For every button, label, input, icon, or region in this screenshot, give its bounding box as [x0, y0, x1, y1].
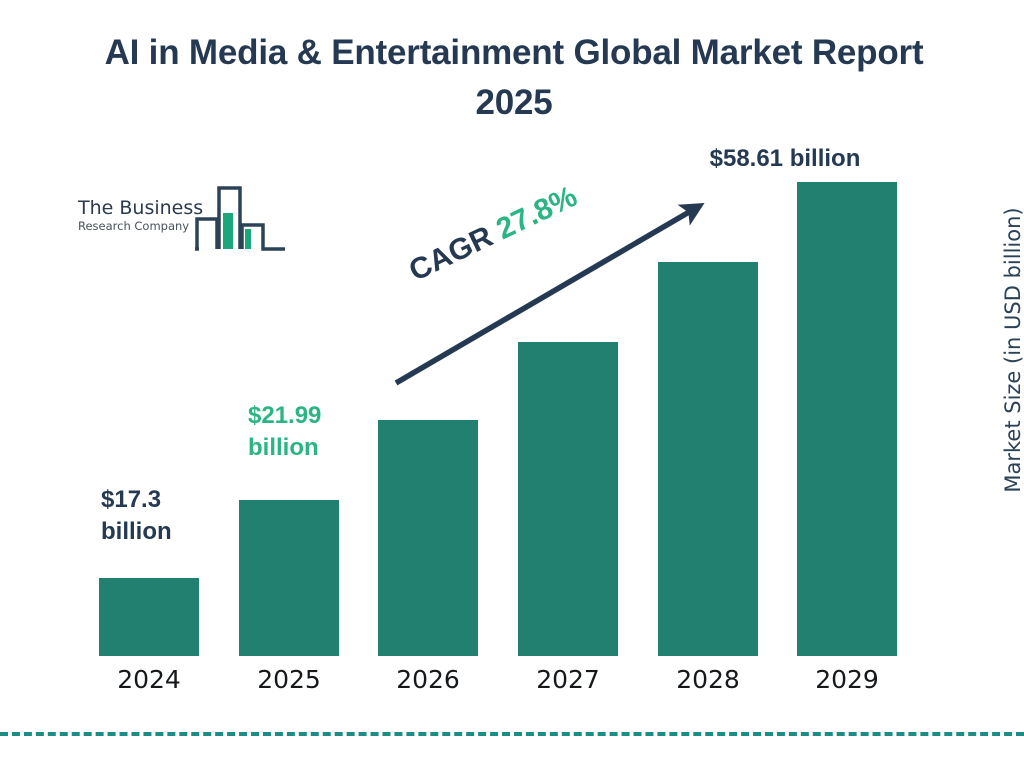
- bar-2026: [378, 420, 478, 656]
- xtick-2029: 2029: [815, 665, 879, 694]
- value-callout-2025-line2: billion: [248, 434, 319, 462]
- xtick-2025: 2025: [257, 665, 321, 694]
- xtick-2028: 2028: [676, 665, 740, 694]
- value-callout-2029-line1: $58.61 billion: [709, 145, 861, 172]
- value-callout-2025: $21.99 billion: [248, 400, 321, 465]
- value-callout-2029: $58.61 billion: [640, 143, 930, 175]
- bar-2025: [239, 500, 339, 656]
- xtick-2026: 2026: [396, 665, 460, 694]
- value-callout-2024-line2: billion: [101, 518, 172, 546]
- logo-wordmark: The Business Research Company: [78, 197, 208, 234]
- bar-2024: [99, 578, 199, 656]
- logo-line-1: The Business: [78, 197, 204, 219]
- page-title: AI in Media & Entertainment Global Marke…: [104, 33, 924, 122]
- bar-2029: [797, 182, 897, 656]
- bar-2028: [658, 262, 758, 656]
- bar-2027: [518, 342, 618, 656]
- bar-chart-logo-mark-icon: [195, 186, 285, 251]
- company-logo: The Business Research Company: [78, 183, 285, 253]
- footer-divider: [0, 732, 1024, 736]
- value-callout-2024-line1: $17.3: [101, 486, 162, 513]
- value-callout-2025-line1: $21.99: [248, 402, 322, 429]
- y-axis-title: Market Size (in USD billion): [1001, 207, 1024, 493]
- xtick-2027: 2027: [536, 665, 600, 694]
- xtick-2024: 2024: [117, 665, 181, 694]
- logo-line-2: Research Company: [78, 218, 190, 233]
- value-callout-2024: $17.3 billion: [101, 484, 172, 549]
